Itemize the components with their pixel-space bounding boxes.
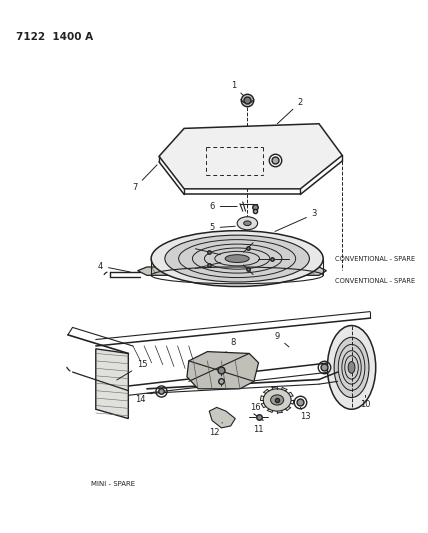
Text: 1: 1: [231, 81, 245, 98]
Text: 7122  1400 A: 7122 1400 A: [16, 31, 93, 42]
Ellipse shape: [237, 217, 258, 230]
Text: 10: 10: [360, 395, 371, 409]
Polygon shape: [209, 407, 235, 428]
Text: 16: 16: [250, 400, 268, 412]
Text: 6: 6: [209, 202, 237, 211]
Text: 3: 3: [275, 209, 317, 231]
Text: 5: 5: [209, 223, 235, 232]
Text: 2: 2: [277, 98, 303, 124]
Polygon shape: [96, 349, 128, 418]
Ellipse shape: [151, 231, 323, 287]
Ellipse shape: [263, 389, 291, 411]
Polygon shape: [187, 352, 259, 389]
Text: CONVENTIONAL - SPARE: CONVENTIONAL - SPARE: [335, 256, 415, 262]
Text: 9: 9: [274, 332, 289, 347]
Polygon shape: [159, 124, 342, 189]
Ellipse shape: [165, 235, 309, 282]
Text: CONVENTIONAL - SPARE: CONVENTIONAL - SPARE: [335, 278, 415, 284]
Ellipse shape: [334, 337, 369, 398]
Ellipse shape: [327, 326, 376, 409]
Text: MINI - SPARE: MINI - SPARE: [91, 481, 135, 487]
Ellipse shape: [225, 255, 249, 262]
Polygon shape: [138, 267, 327, 276]
Text: 14: 14: [135, 392, 154, 405]
Text: 8: 8: [223, 338, 236, 356]
Text: 15: 15: [117, 360, 148, 380]
Text: 7: 7: [132, 165, 157, 192]
Text: 13: 13: [300, 407, 310, 421]
Ellipse shape: [270, 395, 284, 405]
Ellipse shape: [244, 221, 251, 225]
Ellipse shape: [348, 361, 355, 373]
Text: 11: 11: [253, 418, 264, 434]
Text: 12: 12: [210, 423, 223, 437]
Text: 4: 4: [98, 262, 130, 272]
